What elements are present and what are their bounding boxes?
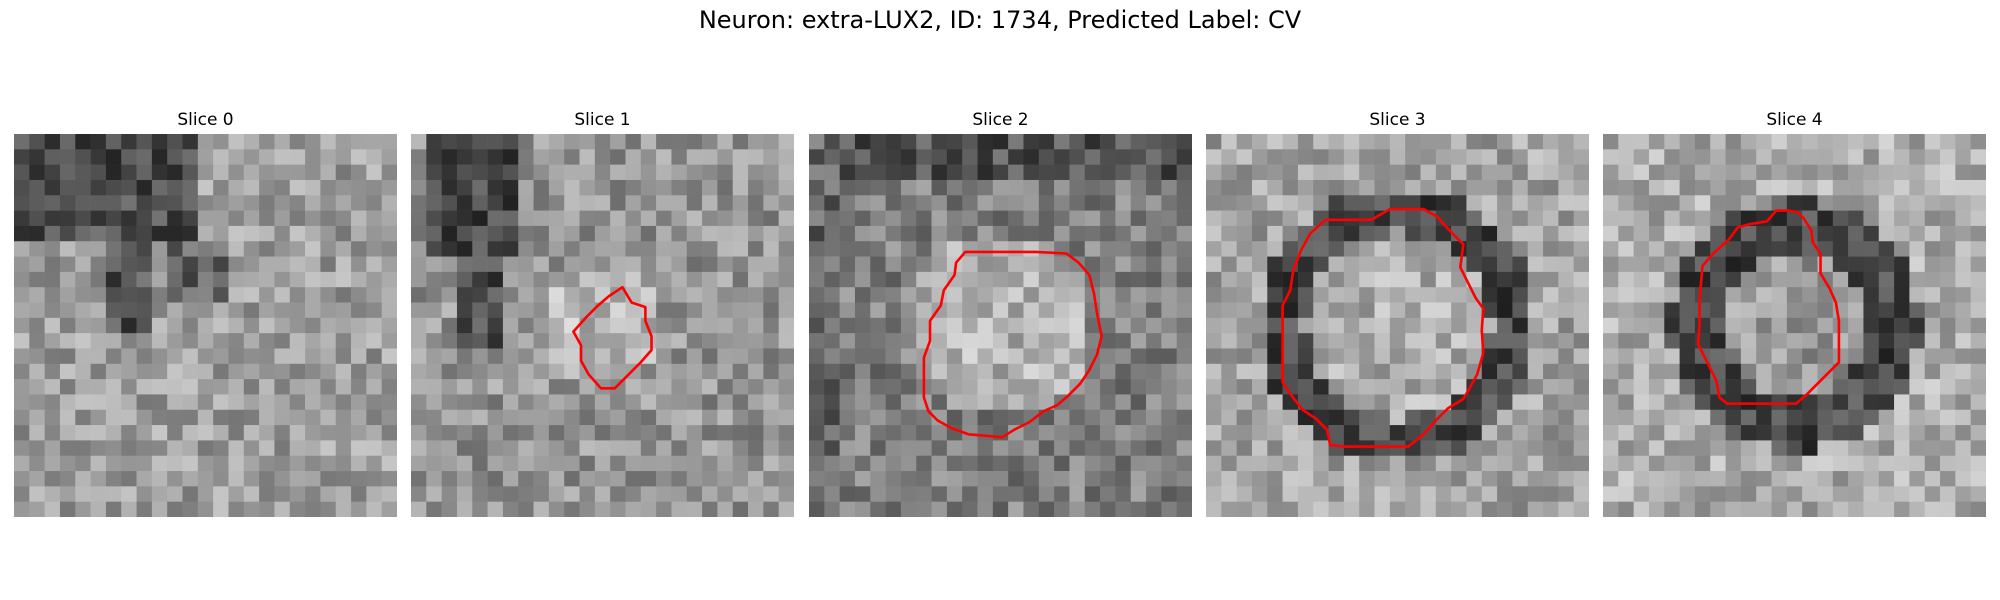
slice-title: Slice 1 bbox=[411, 110, 794, 130]
slice-image bbox=[809, 134, 1192, 517]
slice-canvas bbox=[411, 134, 794, 517]
slice-canvas bbox=[809, 134, 1192, 517]
pixel-texture bbox=[1206, 134, 1589, 517]
pixel-texture bbox=[411, 134, 794, 517]
slice-image bbox=[1603, 134, 1986, 517]
figure-title: Neuron: extra-LUX2, ID: 1734, Predicted … bbox=[0, 6, 2000, 34]
pixel-texture bbox=[809, 134, 1192, 517]
slice-canvas bbox=[14, 134, 397, 517]
slice-title: Slice 4 bbox=[1603, 110, 1986, 130]
pixel-texture bbox=[14, 134, 397, 517]
slice-title: Slice 0 bbox=[14, 110, 397, 130]
slice-canvas bbox=[1603, 134, 1986, 517]
slice-image bbox=[14, 134, 397, 517]
slice-title: Slice 2 bbox=[809, 110, 1192, 130]
slice-title: Slice 3 bbox=[1206, 110, 1589, 130]
slice-canvas bbox=[1206, 134, 1589, 517]
pixel-texture bbox=[1603, 134, 1986, 517]
slice-image bbox=[1206, 134, 1589, 517]
slice-image bbox=[411, 134, 794, 517]
